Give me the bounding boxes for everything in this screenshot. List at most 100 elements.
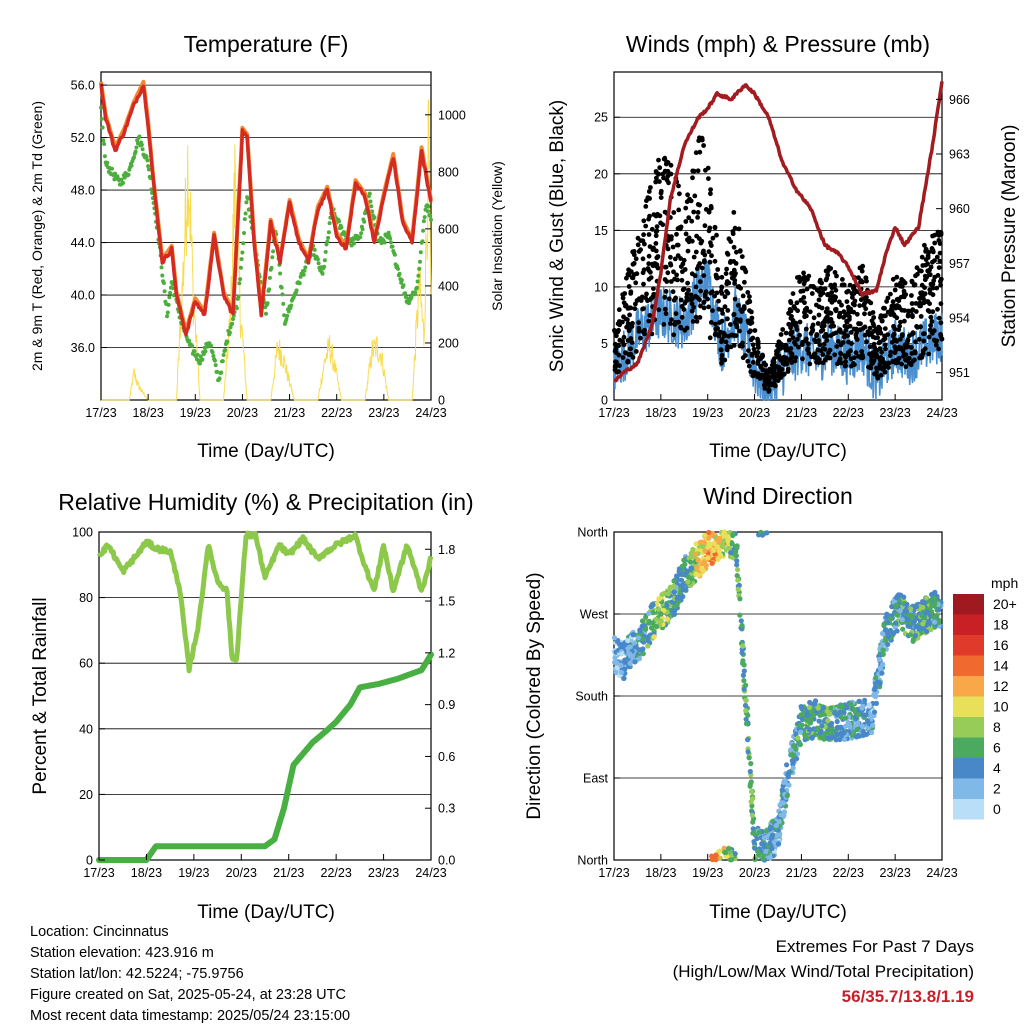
direction-point: [645, 643, 651, 649]
gust-point: [636, 320, 641, 325]
gust-point: [701, 248, 706, 254]
gust-point: [702, 223, 708, 229]
gust-point: [844, 299, 850, 304]
gust-point: [768, 380, 773, 386]
direction-point: [612, 655, 618, 661]
dewpoint-point: [162, 289, 167, 294]
gust-point: [729, 275, 735, 281]
dewpoint-point: [370, 209, 375, 214]
legend-swatch: [953, 676, 984, 697]
direction-point: [729, 541, 735, 547]
gust-point: [644, 291, 649, 297]
direction-point: [710, 547, 717, 554]
direction-point: [627, 644, 633, 650]
y2-tick-label: 1.2: [438, 646, 455, 660]
direction-point: [790, 765, 796, 771]
dewpoint-point: [236, 294, 241, 299]
direction-point: [671, 583, 677, 589]
x-tick-label: 19/23: [178, 866, 209, 880]
gust-point: [653, 233, 659, 239]
gust-point: [815, 347, 821, 353]
gust-point: [646, 276, 652, 282]
dewpoint-point: [110, 166, 114, 171]
gust-point: [669, 234, 674, 240]
gust-point: [620, 319, 625, 325]
gust-point: [881, 305, 886, 311]
legend-swatch: [953, 799, 984, 820]
gust-point: [662, 306, 668, 312]
temperature-ylabel-right: Solar Insolation (Yellow): [489, 161, 505, 311]
direction-point: [848, 701, 854, 707]
direction-point: [807, 727, 813, 733]
direction-point: [837, 736, 843, 743]
gust-point: [933, 342, 939, 348]
gust-point: [790, 291, 796, 296]
y2-tick-label: 966: [949, 93, 970, 107]
gust-point: [739, 254, 745, 259]
gust-point: [621, 342, 627, 348]
dewpoint-point: [301, 272, 306, 277]
gust-point: [687, 196, 692, 202]
gust-point: [820, 352, 826, 357]
gust-point: [844, 319, 850, 325]
gust-point: [701, 300, 707, 305]
gust-point: [754, 371, 760, 377]
direction-point: [909, 614, 915, 621]
dewpoint-point: [422, 215, 427, 220]
direction-point: [798, 712, 804, 718]
gust-point: [697, 315, 703, 320]
gust-point: [658, 195, 664, 201]
direction-point: [873, 700, 880, 707]
recent-timestamp: Most recent data timestamp: 2025/05/24 2…: [30, 1008, 351, 1024]
direction-point: [781, 809, 788, 815]
gust-point: [686, 215, 692, 221]
gust-point: [640, 256, 646, 262]
gust-point: [690, 296, 695, 301]
gust-point: [719, 337, 725, 342]
direction-point: [633, 644, 639, 650]
gust-point: [795, 275, 800, 280]
gust-point: [662, 264, 668, 270]
direction-point: [916, 624, 922, 631]
dewpoint-point: [286, 309, 291, 314]
gust-point: [937, 241, 943, 247]
direction-point: [851, 707, 858, 713]
direction-point: [860, 728, 866, 734]
gust-point: [851, 326, 857, 332]
gust-point: [848, 309, 853, 315]
legend-title: mph: [991, 575, 1018, 591]
direction-point: [658, 611, 664, 617]
gust-point: [877, 339, 883, 345]
gust-point: [724, 289, 729, 294]
gust-point: [861, 303, 867, 308]
legend-swatch: [953, 758, 984, 779]
direction-point: [735, 577, 741, 583]
gust-point: [829, 290, 835, 295]
gust-point: [829, 299, 835, 305]
gust-point: [681, 286, 687, 291]
gust-point: [936, 346, 941, 352]
gust-point: [731, 343, 737, 348]
direction-point: [646, 620, 652, 626]
direction-point: [679, 563, 685, 570]
gust-point: [879, 365, 885, 371]
direction-point: [637, 628, 643, 634]
gust-point: [898, 345, 904, 351]
gust-point: [708, 187, 713, 193]
x-tick-label: 24/23: [415, 406, 446, 420]
direction-point: [656, 596, 663, 602]
gust-point: [871, 344, 877, 350]
direction-point: [636, 656, 643, 662]
direction-point: [734, 573, 740, 579]
gust-point: [698, 240, 704, 246]
gust-point: [920, 263, 926, 268]
direction-point: [764, 530, 770, 536]
gust-point: [853, 350, 859, 356]
gust-point: [844, 289, 850, 295]
dewpoint-point: [326, 230, 331, 235]
gust-point: [691, 304, 697, 310]
gust-point: [653, 263, 659, 269]
y-tick-label: North: [577, 526, 608, 540]
gust-point: [663, 311, 669, 316]
y-tick-label: 44.0: [71, 236, 95, 250]
